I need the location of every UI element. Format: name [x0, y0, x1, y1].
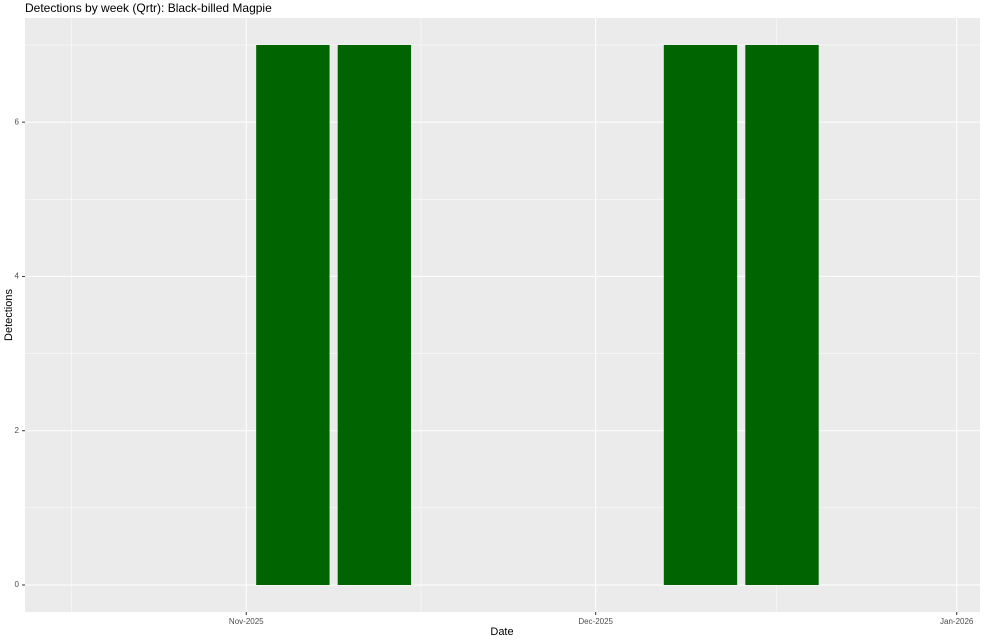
bar: [337, 45, 412, 585]
chart-title: Detections by week (Qrtr): Black-billed …: [25, 1, 272, 15]
panel: [25, 18, 980, 612]
bar: [256, 45, 330, 585]
y-tick-label: 2: [15, 426, 20, 435]
bar: [663, 45, 738, 585]
bar: [745, 45, 819, 585]
x-tick-label: Jan-2026: [940, 617, 974, 626]
x-tick-label: Nov-2025: [229, 617, 264, 626]
y-tick-label: 6: [15, 117, 20, 126]
y-tick-label: 0: [15, 580, 20, 589]
x-axis-title: Date: [490, 626, 513, 638]
x-tick-label: Dec-2025: [578, 617, 613, 626]
y-axis-title: Detections: [3, 289, 15, 341]
y-tick-label: 4: [15, 272, 20, 281]
